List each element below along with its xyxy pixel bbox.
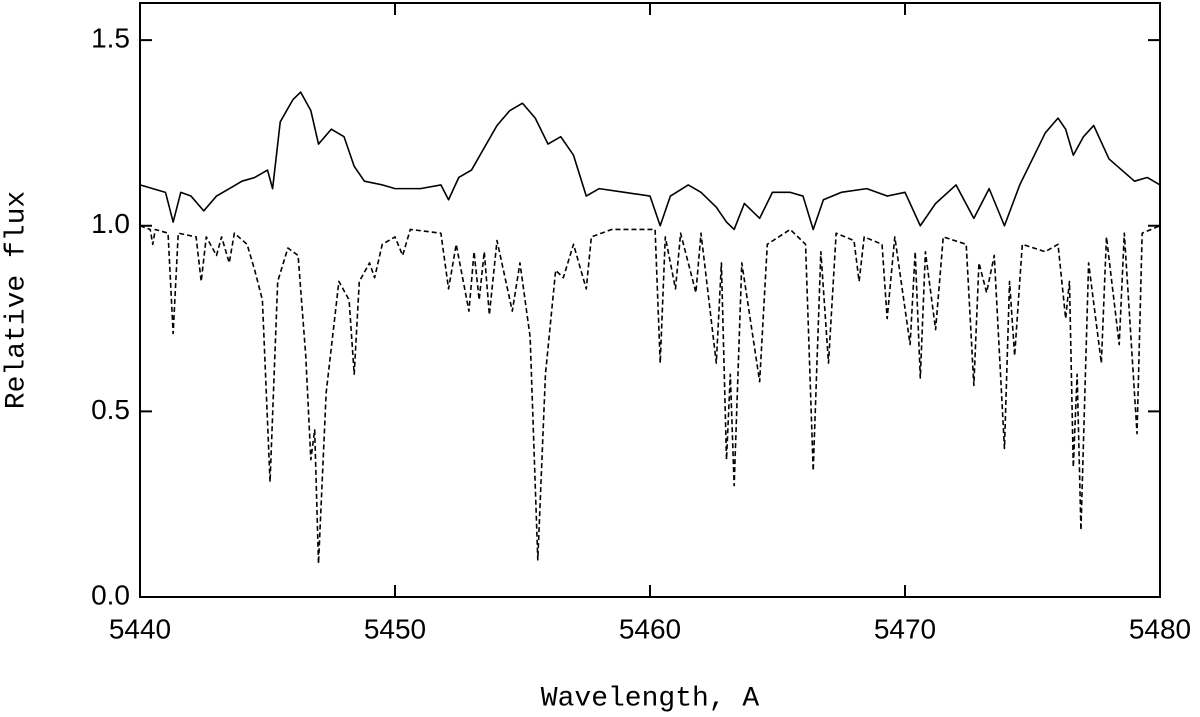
spectrum-line	[139, 224, 1161, 565]
y-tick-label: 1.0	[91, 208, 130, 239]
x-axis-title: Wavelength, A	[541, 683, 760, 714]
y-tick-label: 0.5	[91, 394, 130, 425]
spectrum-line	[139, 91, 1161, 231]
y-axis-title: Relative flux	[1, 191, 32, 409]
x-tick-label: 5460	[619, 613, 681, 644]
y-tick-label: 0.0	[91, 579, 130, 610]
x-tick-label: 5480	[1129, 613, 1191, 644]
plot-frame	[139, 2, 1161, 598]
y-tick-label: 1.5	[91, 23, 130, 54]
x-tick-label: 5450	[364, 613, 426, 644]
x-tick-label: 5440	[109, 613, 171, 644]
x-tick-label: 5470	[874, 613, 936, 644]
